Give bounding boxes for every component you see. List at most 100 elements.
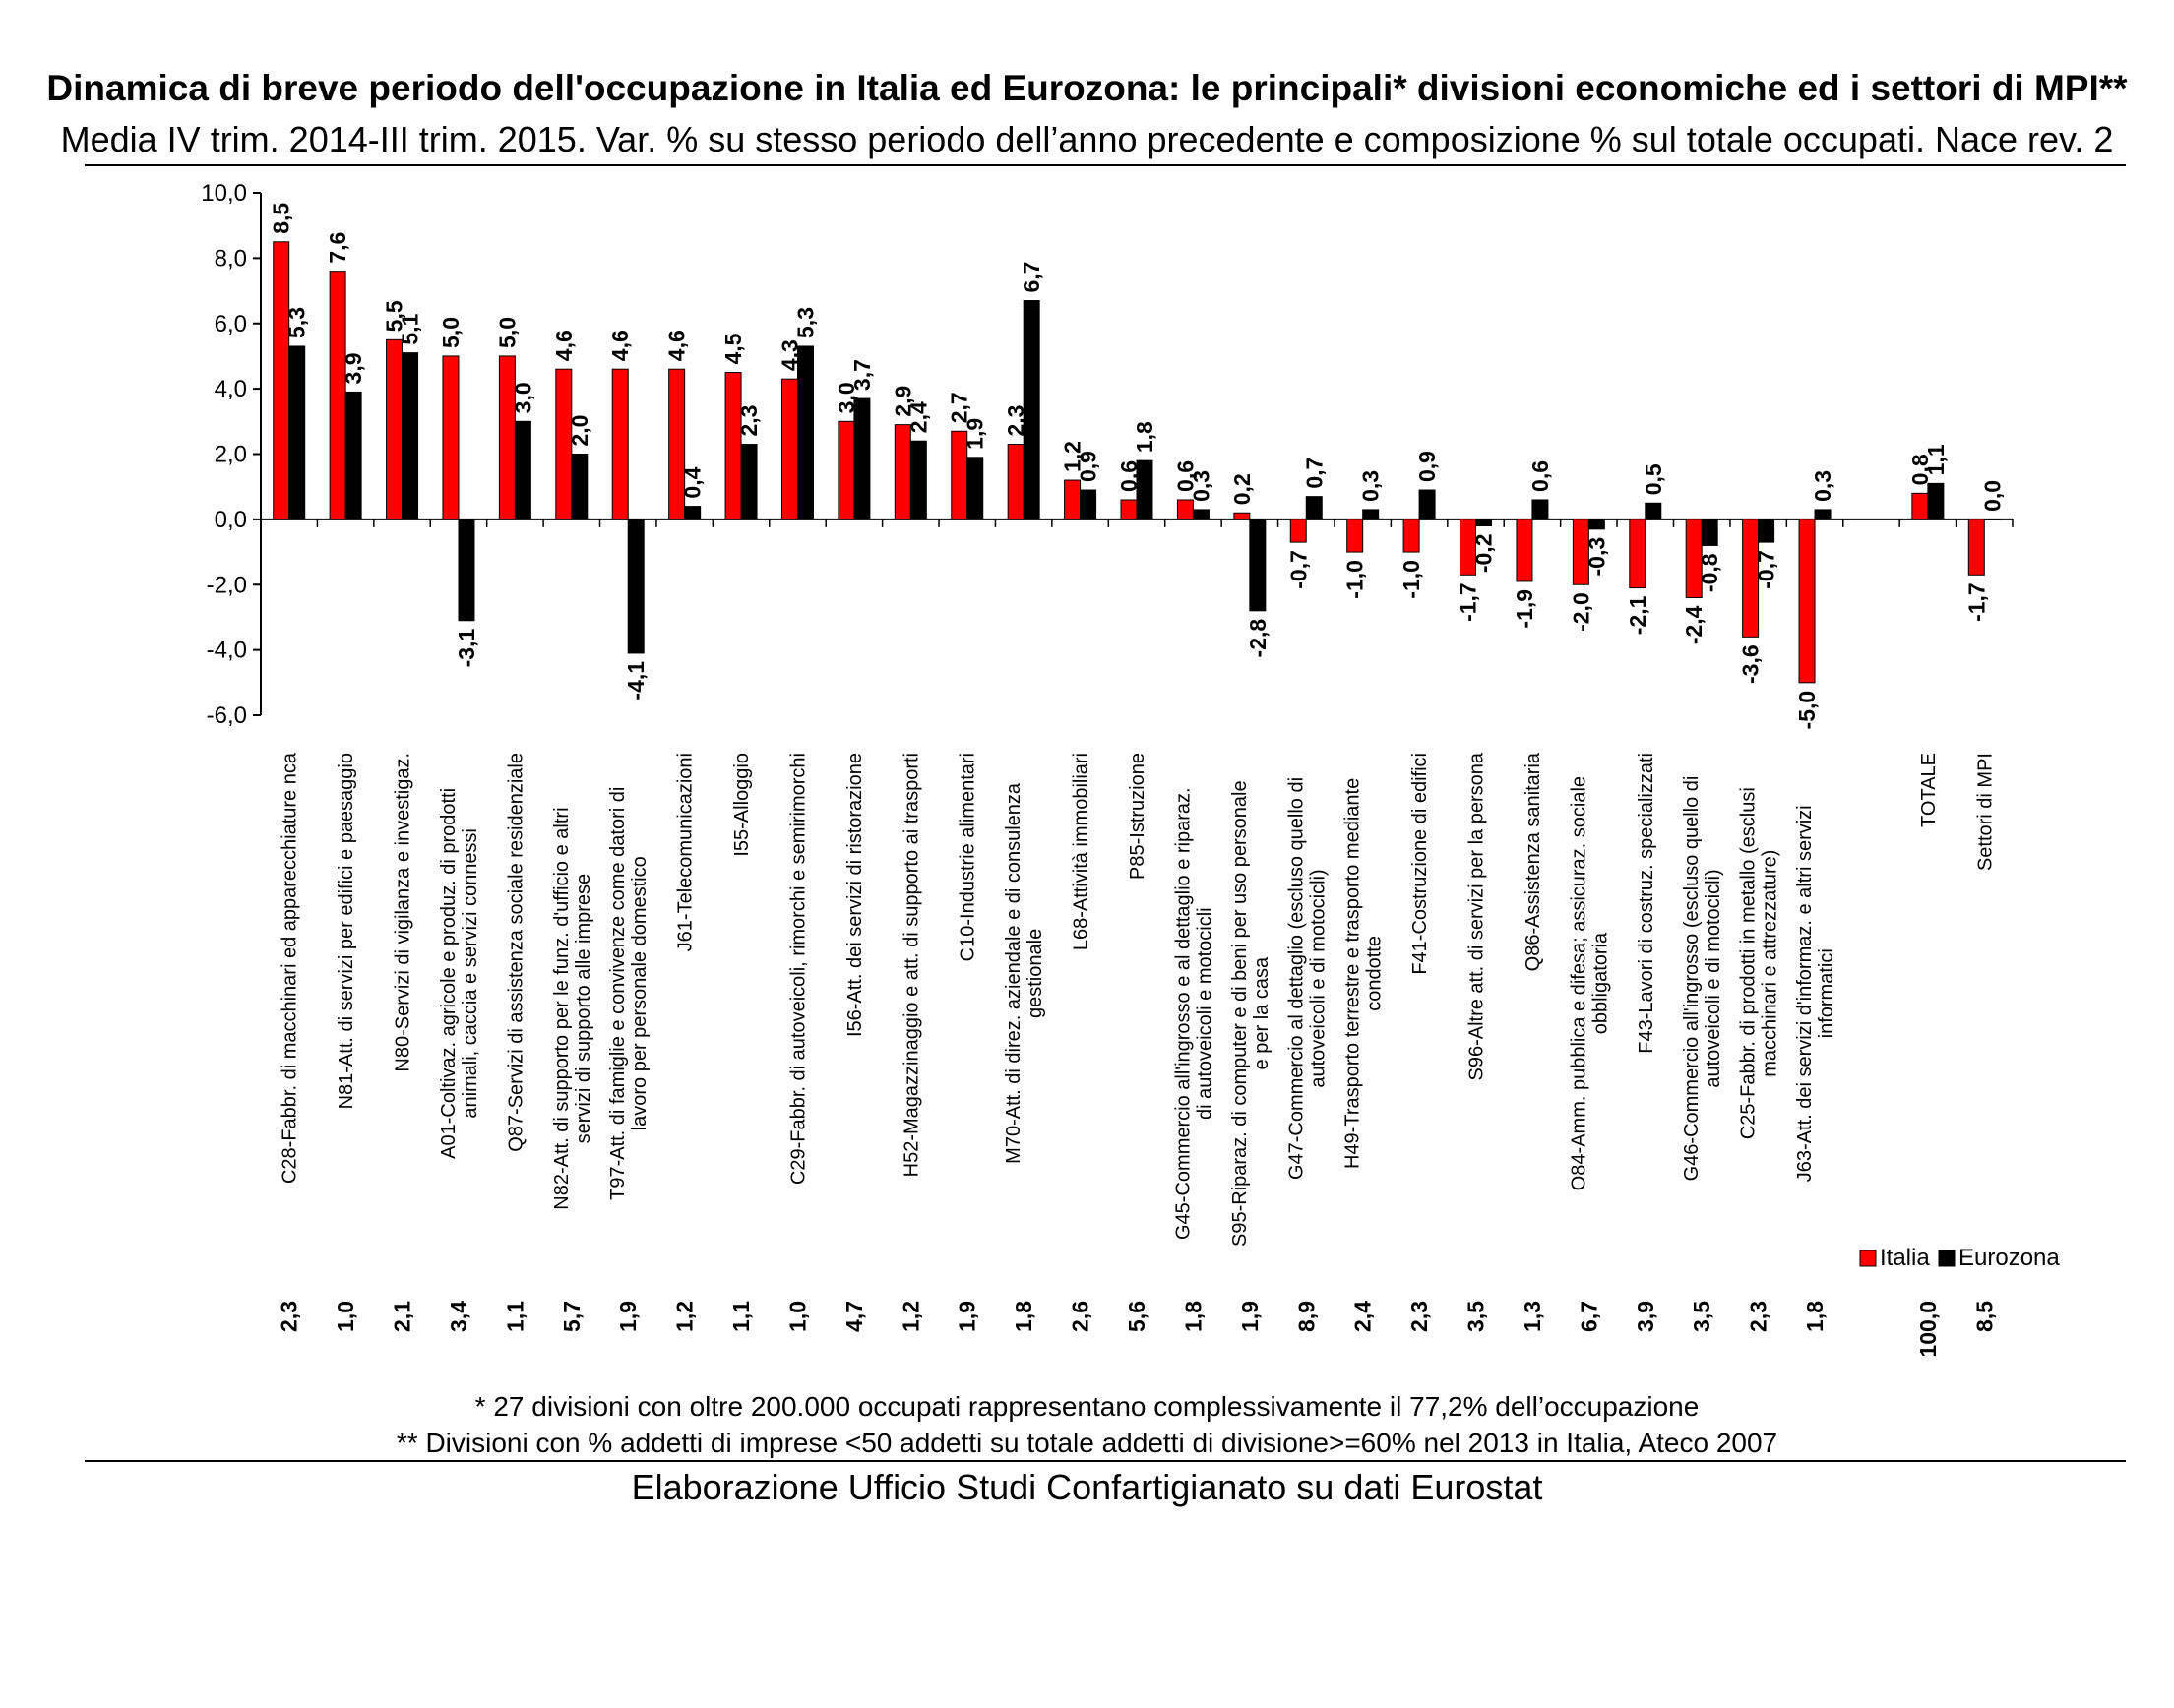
source-note: Elaborazione Ufficio Studi Confartigiana…: [631, 1467, 1543, 1507]
category-label: T97-Att. di famiglie e convivenze come d…: [607, 787, 651, 1200]
footnote-1: * 27 divisioni con oltre 200.000 occupat…: [474, 1391, 1700, 1422]
bar-italia: [1516, 518, 1533, 582]
chart-subtitle: Media IV trim. 2014-III trim. 2015. Var.…: [60, 119, 2114, 159]
data-label: 1,2: [1060, 441, 1086, 472]
bar-eurozona: [458, 518, 475, 622]
composition-value: 1,8: [1802, 1301, 1828, 1332]
data-label: -3,1: [454, 629, 479, 668]
category-label: N82-Att. di supporto per le funz. d'uffi…: [551, 807, 594, 1209]
bar-eurozona: [909, 440, 927, 520]
category-label: Q87-Servizi di assistenza sociale reside…: [505, 753, 527, 1152]
bar-eurozona: [627, 518, 645, 654]
bar-eurozona: [1587, 518, 1605, 530]
data-label: 2,9: [890, 386, 915, 417]
category-label: O84-Amm. pubblica e difesa; assicuraz. s…: [1568, 776, 1611, 1190]
composition-value: 1,9: [615, 1301, 641, 1332]
bottom-rule: [85, 1460, 2126, 1462]
bar-eurozona: [1758, 518, 1775, 543]
bar-eurozona: [1475, 518, 1493, 527]
bar-italia: [1289, 518, 1307, 543]
data-label: 6,7: [1019, 262, 1044, 293]
data-label: 5,0: [494, 317, 520, 348]
y-tick-label: 0,0: [215, 507, 247, 533]
category-label: Settori di MPI: [1974, 753, 1996, 871]
data-label: 0,0: [1979, 480, 2005, 512]
data-label: -5,0: [1794, 691, 1820, 730]
category-label: S96-Altre att. di servizi per la persona: [1466, 752, 1488, 1080]
bar-italia: [1967, 518, 1985, 576]
bar-eurozona: [1645, 502, 1662, 520]
bar-italia: [1629, 518, 1646, 589]
composition-value: 3,5: [1689, 1301, 1714, 1332]
legend-label-eurozona: Eurozona: [1958, 1245, 2060, 1271]
data-label: -2,1: [1625, 595, 1650, 635]
data-label: 1,9: [963, 418, 988, 450]
composition-value: 2,3: [1746, 1301, 1771, 1332]
data-label: 5,5: [382, 300, 407, 332]
composition-value: 1,2: [898, 1301, 923, 1332]
category-label: A01-Coltivaz. agricole e produz. di prod…: [438, 788, 481, 1159]
bar-italia: [273, 241, 290, 520]
data-label: 8,5: [269, 203, 294, 234]
bar-eurozona: [1701, 518, 1718, 546]
composition-value: 1,0: [784, 1301, 810, 1332]
data-label: 3,7: [849, 359, 875, 391]
data-label: 4,5: [720, 333, 746, 364]
bar-eurozona: [1249, 518, 1267, 612]
data-label: 0,3: [1188, 470, 1213, 502]
category-label: N80-Servizi di vigilanza e investigaz.: [393, 753, 414, 1072]
bar-eurozona: [1192, 509, 1210, 520]
bar-italia: [724, 372, 742, 520]
bar-eurozona: [1814, 509, 1832, 520]
data-label: -1,0: [1342, 560, 1368, 599]
y-tick-label: -2,0: [207, 572, 247, 598]
data-label: 0,9: [1076, 451, 1101, 482]
y-tick-label: 6,0: [215, 311, 247, 337]
data-label: -2,8: [1245, 619, 1271, 658]
legend-swatch-italia: [1859, 1250, 1877, 1267]
data-label: -1,0: [1398, 560, 1424, 599]
footnote-2: ** Divisioni con % addetti di imprese <5…: [396, 1428, 1778, 1458]
bar-eurozona: [1080, 489, 1097, 520]
category-label: P85-Istruzione: [1127, 753, 1149, 880]
category-label: L68-Attività immobiliari: [1071, 753, 1092, 950]
data-label: 4,6: [551, 330, 577, 361]
composition-value: 2,4: [1350, 1301, 1376, 1332]
data-label: 5,3: [284, 307, 310, 338]
data-label: 7,6: [325, 232, 350, 264]
bar-eurozona: [514, 420, 531, 520]
data-label: -0,7: [1754, 550, 1779, 589]
data-label: -0,7: [1285, 550, 1311, 589]
bar-eurozona: [288, 345, 306, 520]
category-label: C10-Industrie alimentari: [958, 753, 979, 961]
data-label: 2,0: [567, 415, 592, 447]
category-label: G47-Commercio al dettaglio (escluso quel…: [1285, 777, 1329, 1180]
bar-italia: [894, 424, 911, 520]
bar-italia: [1402, 518, 1420, 553]
category-label: S95-Riparaz. di computer e di beni per u…: [1229, 780, 1273, 1247]
legend-label-italia: Italia: [1880, 1245, 1930, 1271]
bar-eurozona: [571, 454, 589, 520]
y-tick-label: 2,0: [215, 442, 247, 468]
composition-value: 2,3: [277, 1301, 302, 1332]
composition-value: 1,8: [1180, 1301, 1206, 1332]
bar-eurozona: [1136, 459, 1153, 520]
composition-value: 8,9: [1293, 1301, 1319, 1332]
data-label: -3,6: [1738, 644, 1764, 684]
data-label: -1,7: [1456, 582, 1481, 622]
category-label: F43-Lavori di costruz. specializzati: [1636, 753, 1657, 1054]
composition-value: 1,0: [333, 1301, 358, 1332]
composition-value: 2,1: [390, 1301, 415, 1332]
bar-italia: [611, 368, 629, 520]
composition-value: 100,0: [1915, 1301, 1941, 1358]
category-label: TOTALE: [1918, 753, 1940, 827]
data-label: 2,4: [905, 401, 931, 433]
data-label: 0,6: [1172, 460, 1198, 492]
bar-eurozona: [1362, 509, 1380, 520]
category-label: I55-Alloggio: [731, 753, 753, 857]
data-label: -2,4: [1681, 605, 1707, 644]
category-label: C25-Fabbr. di prodotti in metallo (esclu…: [1738, 787, 1781, 1139]
category-label: J63-Att. dei servizi d'informaz. e altri…: [1794, 805, 1837, 1182]
bar-chart: 10,0 8,0 6,0 4,0 2,0 0,0 -2,0 -4,0 -6,0 8,5 5,3 C28…: [201, 180, 2060, 1358]
bar-eurozona: [402, 352, 419, 520]
